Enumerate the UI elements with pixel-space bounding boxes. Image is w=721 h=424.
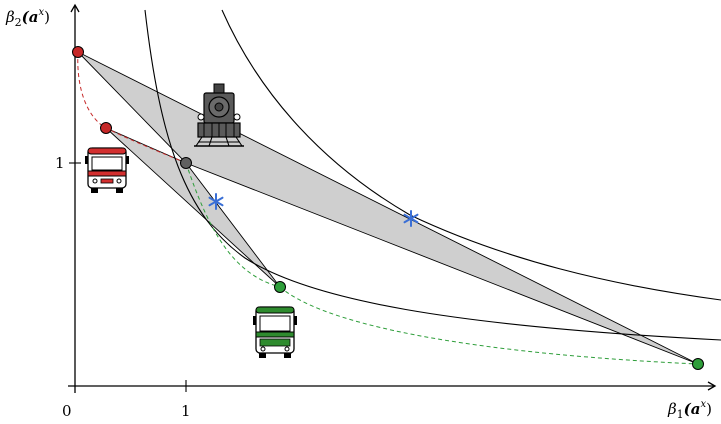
level-curve-inner xyxy=(144,9,721,341)
asterisk-marker-1 xyxy=(208,193,224,210)
asterisk-marker-2 xyxy=(403,210,419,227)
green-dashed-path xyxy=(185,162,281,288)
steam-locomotive-icon xyxy=(194,83,244,147)
x-tick-1-label: 1 xyxy=(181,402,191,420)
green-point-far xyxy=(692,358,704,370)
y-axis-label: β2(ax) xyxy=(5,7,50,29)
origin-label: 0 xyxy=(62,402,72,420)
grey-point-center xyxy=(180,157,192,169)
red-point-mid xyxy=(100,122,112,134)
x-axis-label: β1(ax) xyxy=(667,399,712,421)
bus-icon-red xyxy=(85,147,129,193)
shaded-region-upper xyxy=(77,51,699,365)
bus-icon-green xyxy=(253,306,297,358)
red-point-top xyxy=(72,46,84,58)
shaded-region-lower xyxy=(105,127,281,288)
y-tick-1-label: 1 xyxy=(55,154,65,172)
green-dashed-path-long xyxy=(279,286,699,365)
green-point-mid xyxy=(274,281,286,293)
